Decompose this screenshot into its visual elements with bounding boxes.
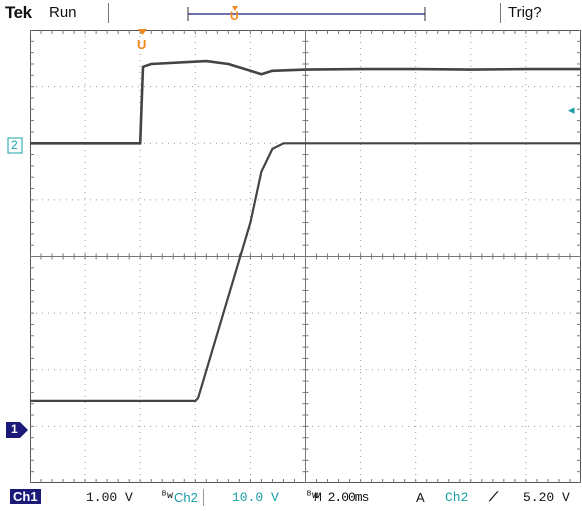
ch2-bw-limit-icon: ᴮw <box>306 491 319 502</box>
ch1-scale: 1.00 V <box>86 490 133 505</box>
brand-logo: Tek <box>5 3 32 22</box>
trigger-mode: A <box>416 490 425 505</box>
ch1-label[interactable]: Ch1 <box>10 489 41 504</box>
record-position-bar[interactable] <box>185 4 430 24</box>
status-divider <box>500 3 501 23</box>
trigger-level-arrow-icon[interactable]: ◂ <box>568 102 575 117</box>
ch1-ground-marker[interactable] <box>0 420 32 440</box>
trigger-slope-icon: ⟋ <box>489 490 499 505</box>
graticule <box>30 30 581 483</box>
readout-bar: Ch1 1.00 V ᴮw Ch2 10.0 V ᴮw M 2.00ms A C… <box>0 487 582 509</box>
trigger-state: Trig? <box>508 4 542 21</box>
ch2-marker-label: 2 <box>11 138 18 152</box>
trace-ch2 <box>30 59 581 145</box>
trace-ch1 <box>30 142 581 402</box>
ch1-bw-limit-icon: ᴮw <box>161 491 174 502</box>
ch1-marker-label: 1 <box>11 422 18 436</box>
trigger-source[interactable]: Ch2 <box>445 490 469 505</box>
traces <box>30 59 581 402</box>
ch2-label[interactable]: Ch2 <box>174 490 198 505</box>
trigger-position-icon <box>232 6 238 11</box>
status-divider <box>108 3 109 23</box>
acquisition-state: Run <box>49 4 77 21</box>
trigger-time-marker[interactable] <box>135 28 153 54</box>
status-bar: Tek Run U Trig? <box>0 0 582 28</box>
ch2-scale-box <box>203 489 314 506</box>
trigger-position-label: U <box>230 9 239 23</box>
waveform-display[interactable] <box>30 30 581 483</box>
trigger-time-marker-label: U <box>137 37 147 52</box>
ch2-scale: 10.0 V <box>232 490 279 505</box>
ch2-ground-marker[interactable] <box>2 137 30 155</box>
trigger-level: 5.20 V <box>523 490 570 505</box>
timebase[interactable]: M 2.00ms <box>314 490 369 505</box>
